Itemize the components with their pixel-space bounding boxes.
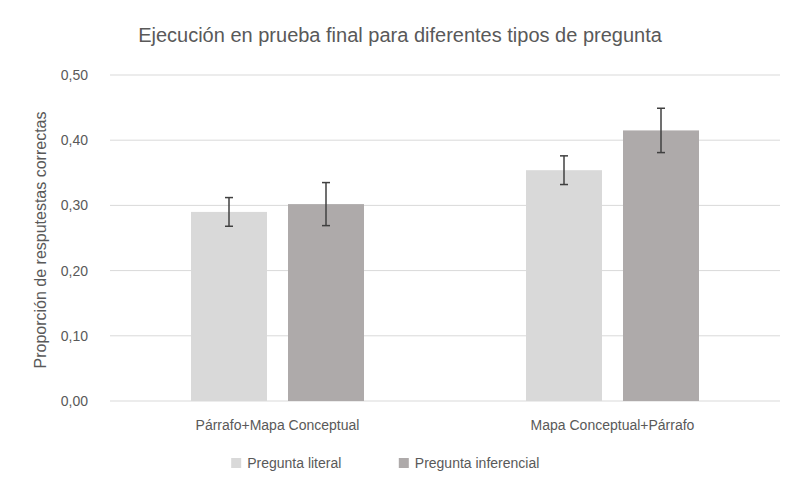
x-tick-label: Párrafo+Mapa Conceptual — [196, 417, 360, 433]
legend: Pregunta literal Pregunta inferencial — [231, 455, 539, 471]
error-cap — [560, 184, 568, 186]
error-stem — [228, 198, 230, 227]
y-tick-label: 0,30 — [61, 197, 88, 213]
y-tick-label: 0,00 — [61, 393, 88, 409]
legend-label: Pregunta literal — [247, 455, 341, 471]
grid — [110, 75, 780, 401]
legend-label: Pregunta inferencial — [415, 455, 540, 471]
error-cap — [322, 182, 330, 184]
chart-title: Ejecución en prueba final para diferente… — [138, 24, 663, 46]
grid-line — [110, 75, 780, 76]
x-tick-label: Mapa Conceptual+Párrafo — [531, 417, 695, 433]
y-axis-label: Proporción de resputestas correctas — [32, 111, 49, 368]
error-stem — [660, 108, 662, 152]
error-bar — [322, 183, 330, 226]
error-cap — [657, 152, 665, 154]
chart-container: Ejecución en prueba final para diferente… — [0, 0, 800, 498]
error-cap — [560, 155, 568, 157]
error-cap — [322, 225, 330, 227]
error-stem — [325, 183, 327, 226]
y-tick-label: 0,40 — [61, 132, 88, 148]
error-cap — [225, 197, 233, 199]
error-bar — [657, 108, 665, 152]
bar — [623, 130, 699, 401]
y-tick-label: 0,10 — [61, 328, 88, 344]
bar — [288, 204, 364, 401]
bars — [191, 108, 699, 401]
y-tick-label: 0,50 — [61, 67, 88, 83]
chart-svg: Ejecución en prueba final para diferente… — [0, 0, 800, 498]
error-cap — [657, 108, 665, 110]
legend-swatch — [399, 458, 409, 468]
legend-swatch — [231, 458, 241, 468]
error-bar — [225, 198, 233, 227]
error-cap — [225, 226, 233, 228]
bar — [526, 170, 602, 401]
error-stem — [563, 156, 565, 185]
y-tick-label: 0,20 — [61, 263, 88, 279]
error-bar — [560, 156, 568, 185]
bar — [191, 212, 267, 401]
